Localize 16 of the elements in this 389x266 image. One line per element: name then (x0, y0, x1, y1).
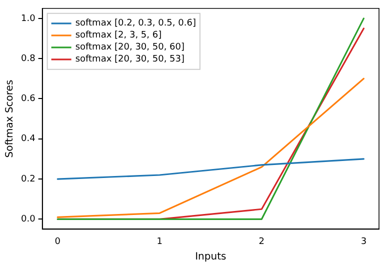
y-tick-label: 0.6 (20, 94, 36, 104)
y-tick-label: 0.8 (20, 54, 36, 64)
x-tick-label: 3 (360, 236, 367, 247)
legend-label: softmax [20, 30, 50, 53] (75, 54, 185, 65)
y-tick-label: 0.4 (20, 134, 36, 144)
x-axis-title: Inputs (195, 252, 226, 263)
x-tick-label: 2 (258, 236, 265, 247)
y-tick-label: 0.0 (20, 214, 36, 225)
legend-label: softmax [2, 3, 5, 6] (75, 30, 162, 41)
y-axis-title: Softmax Scores (4, 80, 16, 158)
y-tick-label: 0.2 (20, 174, 36, 184)
legend-label: softmax [20, 30, 50, 60] (75, 42, 185, 53)
x-tick-label: 0 (54, 236, 61, 247)
x-tick-label: 1 (156, 236, 163, 247)
legend-label: softmax [0.2, 0.3, 0.5, 0.6] (75, 18, 196, 29)
y-tick-label: 1.0 (20, 14, 36, 24)
